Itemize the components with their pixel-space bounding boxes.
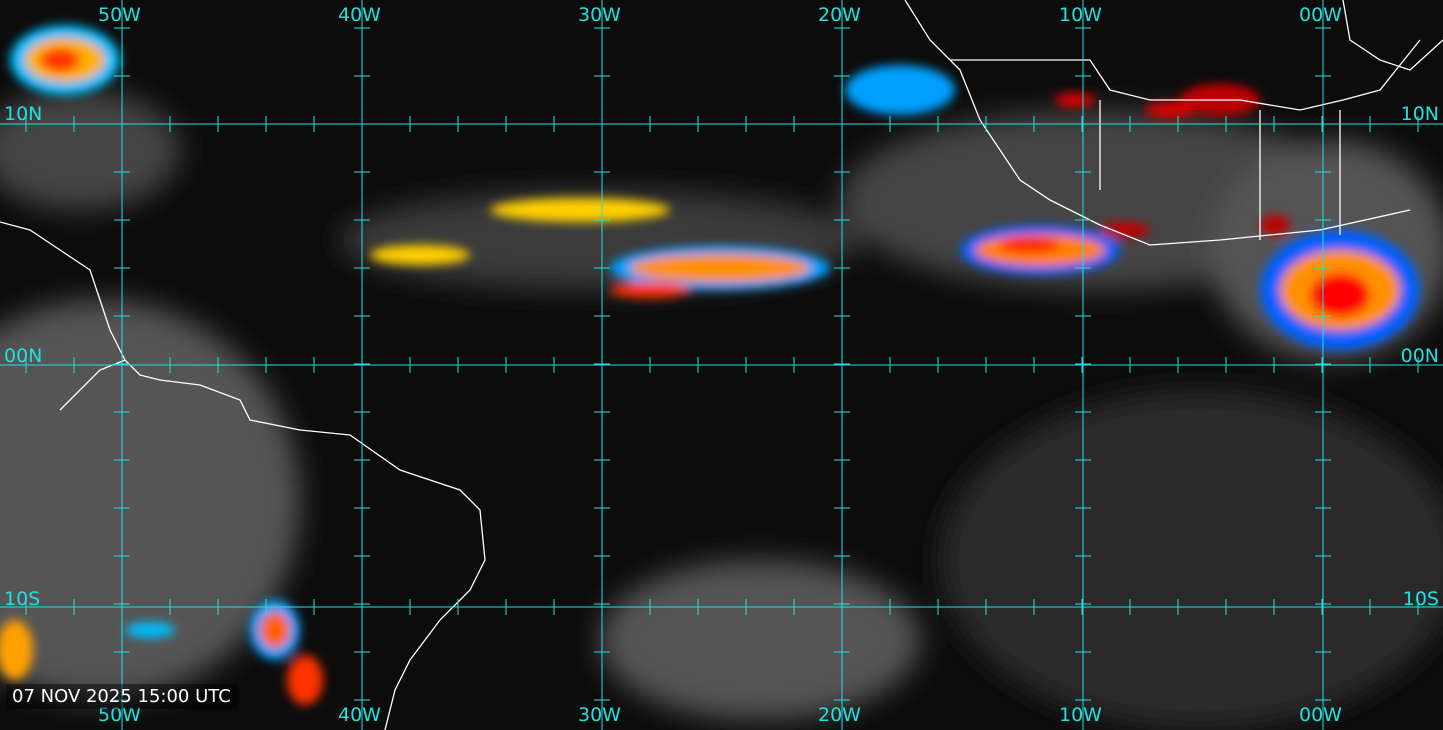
- lon-label-bottom: 50W: [98, 704, 141, 726]
- lon-label-bottom: 40W: [338, 704, 381, 726]
- lon-label-bottom: 30W: [578, 704, 621, 726]
- timestamp: 07 NOV 2025 15:00 UTC: [6, 684, 237, 709]
- lon-label-bottom: 20W: [818, 704, 861, 726]
- convective-clouds: [0, 25, 1420, 705]
- lon-label-top: 00W: [1299, 4, 1342, 26]
- lat-label-left: 10N: [4, 103, 43, 125]
- lat-label-left: 00N: [4, 345, 43, 367]
- lon-label-top: 50W: [98, 4, 141, 26]
- lat-label-right: 10N: [1400, 103, 1439, 125]
- lon-label-bottom: 00W: [1299, 704, 1342, 726]
- lat-label-right: 00N: [1400, 345, 1439, 367]
- lon-label-top: 20W: [818, 4, 861, 26]
- lon-label-top: 30W: [578, 4, 621, 26]
- lat-label-right: 10S: [1402, 588, 1439, 610]
- gray-clouds: [0, 90, 1443, 730]
- lon-label-top: 10W: [1059, 4, 1102, 26]
- lon-label-bottom: 10W: [1059, 704, 1102, 726]
- lat-label-left: 10S: [4, 588, 41, 610]
- lon-label-top: 40W: [338, 4, 381, 26]
